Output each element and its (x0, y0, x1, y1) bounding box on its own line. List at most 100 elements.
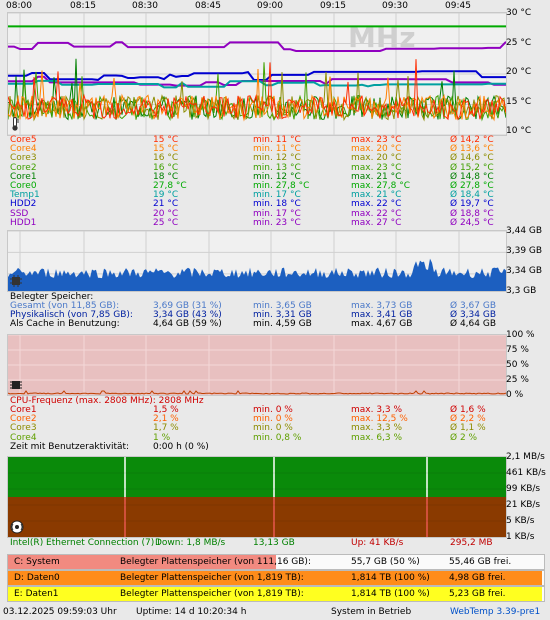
temp-cur: 16 °C (153, 153, 179, 164)
time-label: 09:15 (320, 1, 346, 11)
temp-max: max. 20 °C (351, 144, 402, 155)
cpu-graph (7, 334, 507, 396)
temp-min: min. 13 °C (253, 162, 301, 173)
ram-name: Als Cache in Benutzung: (10, 319, 120, 330)
temp-avg: Ø 24,5 °C (450, 217, 494, 228)
temp-cur: 19 °C (153, 190, 179, 201)
drive-free: 55,46 GB frei. (449, 557, 512, 567)
network-icon (10, 520, 24, 534)
ram-name: Physikalisch (von 7,85 GB): (10, 310, 133, 321)
cpu-max: max. 6,3 % (351, 432, 403, 443)
temp-max: max. 27 °C (351, 217, 402, 228)
cpu-axis-label: 75 % (506, 345, 529, 355)
cpu-row: Core1 1,5 % min. 0 % max. 3,3 % Ø 1,6 % (10, 406, 545, 415)
cpu-name: Core4 (10, 432, 37, 443)
ram-avg: Ø 3,67 GB (450, 301, 496, 311)
temp-avg: Ø 15,2 °C (450, 162, 494, 173)
time-label: 08:45 (195, 1, 221, 11)
temp-min: min. 27,8 °C (253, 181, 310, 191)
temp-max: max. 27,8 °C (351, 181, 411, 191)
temp-row: Core4 15 °C min. 11 °C max. 20 °C Ø 13,6 °C (10, 145, 545, 154)
network-up: Up: 41 KB/s (351, 538, 404, 548)
temp-max: max. 21 °C (351, 171, 402, 182)
ram-max: max. 4,67 GB (351, 319, 413, 330)
cpu-cur: 1,7 % (153, 423, 179, 434)
net-axis-label: 21 KB/s (506, 500, 541, 510)
temp-name: Core5 (10, 135, 37, 145)
cpu-series-line (8, 390, 506, 395)
temp-min: min. 12 °C (253, 171, 301, 182)
cpu-avg: Ø 2 % (450, 432, 478, 443)
temp-name: Core4 (10, 144, 37, 155)
version-link[interactable]: WebTemp 3.39-pre1 (450, 607, 541, 617)
ram-axis-label: 3,44 GB (506, 226, 543, 236)
ram-axis-label: 3,3 GB (506, 286, 537, 296)
temp-cur: 18 °C (153, 171, 179, 182)
temp-min: min. 17 °C (253, 190, 301, 201)
network-down-total: 13,13 GB (253, 538, 295, 548)
temp-row: SSD 20 °C min. 17 °C max. 22 °C Ø 18,8 °C (10, 208, 545, 219)
drive-label: Belegter Plattenspeicher (von 1,819 TB): (120, 573, 304, 583)
temp-name: Core0 (10, 181, 37, 191)
time-label: 08:00 (6, 1, 32, 11)
cpu-min: min. 0 % (253, 423, 293, 434)
ram-min: min. 3,65 GB (253, 301, 312, 311)
cpu-name: Core1 (10, 405, 37, 415)
ram-max: max. 3,41 GB (351, 310, 413, 321)
uptime: Uptime: 14 d 10:20:34 h (136, 607, 247, 617)
cpu-avg: Ø 1,6 % (450, 405, 486, 415)
temp-name: HDD1 (10, 217, 37, 228)
temp-cur: 15 °C (153, 144, 179, 155)
temp-name: Core2 (10, 162, 37, 173)
temp-axis-label: 25 °C (506, 38, 532, 48)
network-stats: Intel(R) Ethernet Connection (7) I Down:… (10, 539, 545, 548)
temp-max: max. 21 °C (351, 190, 402, 201)
temp-cur: 16 °C (153, 162, 179, 173)
net-axis-label: 461 KB/s (506, 468, 546, 478)
cpu-frequency-text: CPU-Frequenz (max. 2808 MHz): 2808 MHz (10, 396, 204, 406)
ram-cur: 4,64 GB (59 %) (153, 319, 222, 330)
cpu-frequency: CPU-Frequenz (max. 2808 MHz): 2808 MHz (10, 397, 545, 406)
memory-chip-icon (10, 275, 22, 287)
cpu-axis-label: 25 % (506, 375, 529, 385)
cpu-name: Core2 (10, 414, 37, 425)
temp-min: min. 23 °C (253, 217, 301, 228)
network-down: Down: 1,8 MB/s (155, 538, 226, 548)
drive-used: 1,814 TB (100 %) (351, 589, 430, 599)
drive-used: 55,7 GB (50 %) (351, 557, 420, 567)
cpu-min: min. 0,8 % (253, 432, 302, 443)
temperature-lines: MHz (8, 13, 506, 135)
drive-bar: D: Daten0 Belegter Plattenspeicher (von 1… (7, 570, 545, 586)
ram-row: Physikalisch (von 7,85 GB): 3,34 GB (43 %… (10, 311, 545, 320)
temp-avg: Ø 14,6 °C (450, 153, 494, 164)
temp-avg: Ø 27,8 °C (450, 181, 494, 191)
temp-avg: Ø 14,2 °C (450, 135, 494, 145)
temp-cur: 21 °C (153, 199, 179, 210)
temp-cur: 27,8 °C (153, 181, 187, 191)
temp-row: HDD2 21 °C min. 18 °C max. 22 °C Ø 19,7 °C (10, 200, 545, 209)
drive-name: C: System (14, 557, 60, 567)
drive-label: Belegter Plattenspeicher (von 111,16 GB)… (120, 557, 311, 567)
drive-usage-fill (8, 555, 276, 569)
temp-max: max. 23 °C (351, 135, 402, 145)
memory-graph (7, 230, 507, 292)
temp-name: SSD (10, 208, 29, 219)
drive-usage-fill (8, 587, 543, 601)
ram-min: min. 4,59 GB (253, 319, 312, 330)
drive-free: 5,23 GB frei. (449, 589, 506, 599)
time-label: 09:30 (382, 1, 408, 11)
temperature-graph: MHz (7, 12, 507, 136)
network-graph (7, 456, 507, 538)
temp-axis-label: 10 °C (506, 126, 532, 136)
cpu-max: max. 3,3 % (351, 405, 403, 415)
temp-avg: Ø 18,4 °C (450, 190, 494, 201)
cpu-cur: 2,1 % (153, 414, 179, 425)
temp-series-line (8, 59, 506, 121)
temp-cur: 15 °C (153, 135, 179, 145)
memory-title: Belegter Speicher: (10, 293, 545, 302)
ram-avg: Ø 3,34 GB (450, 310, 496, 321)
temp-name: Temp1 (10, 190, 40, 201)
cpu-row: Core2 2,1 % min. 0 % max. 12,5 % Ø 2,2 % (10, 415, 545, 424)
temp-min: min. 11 °C (253, 144, 301, 155)
ram-name: Gesamt (von 11,85 GB): (10, 301, 120, 311)
